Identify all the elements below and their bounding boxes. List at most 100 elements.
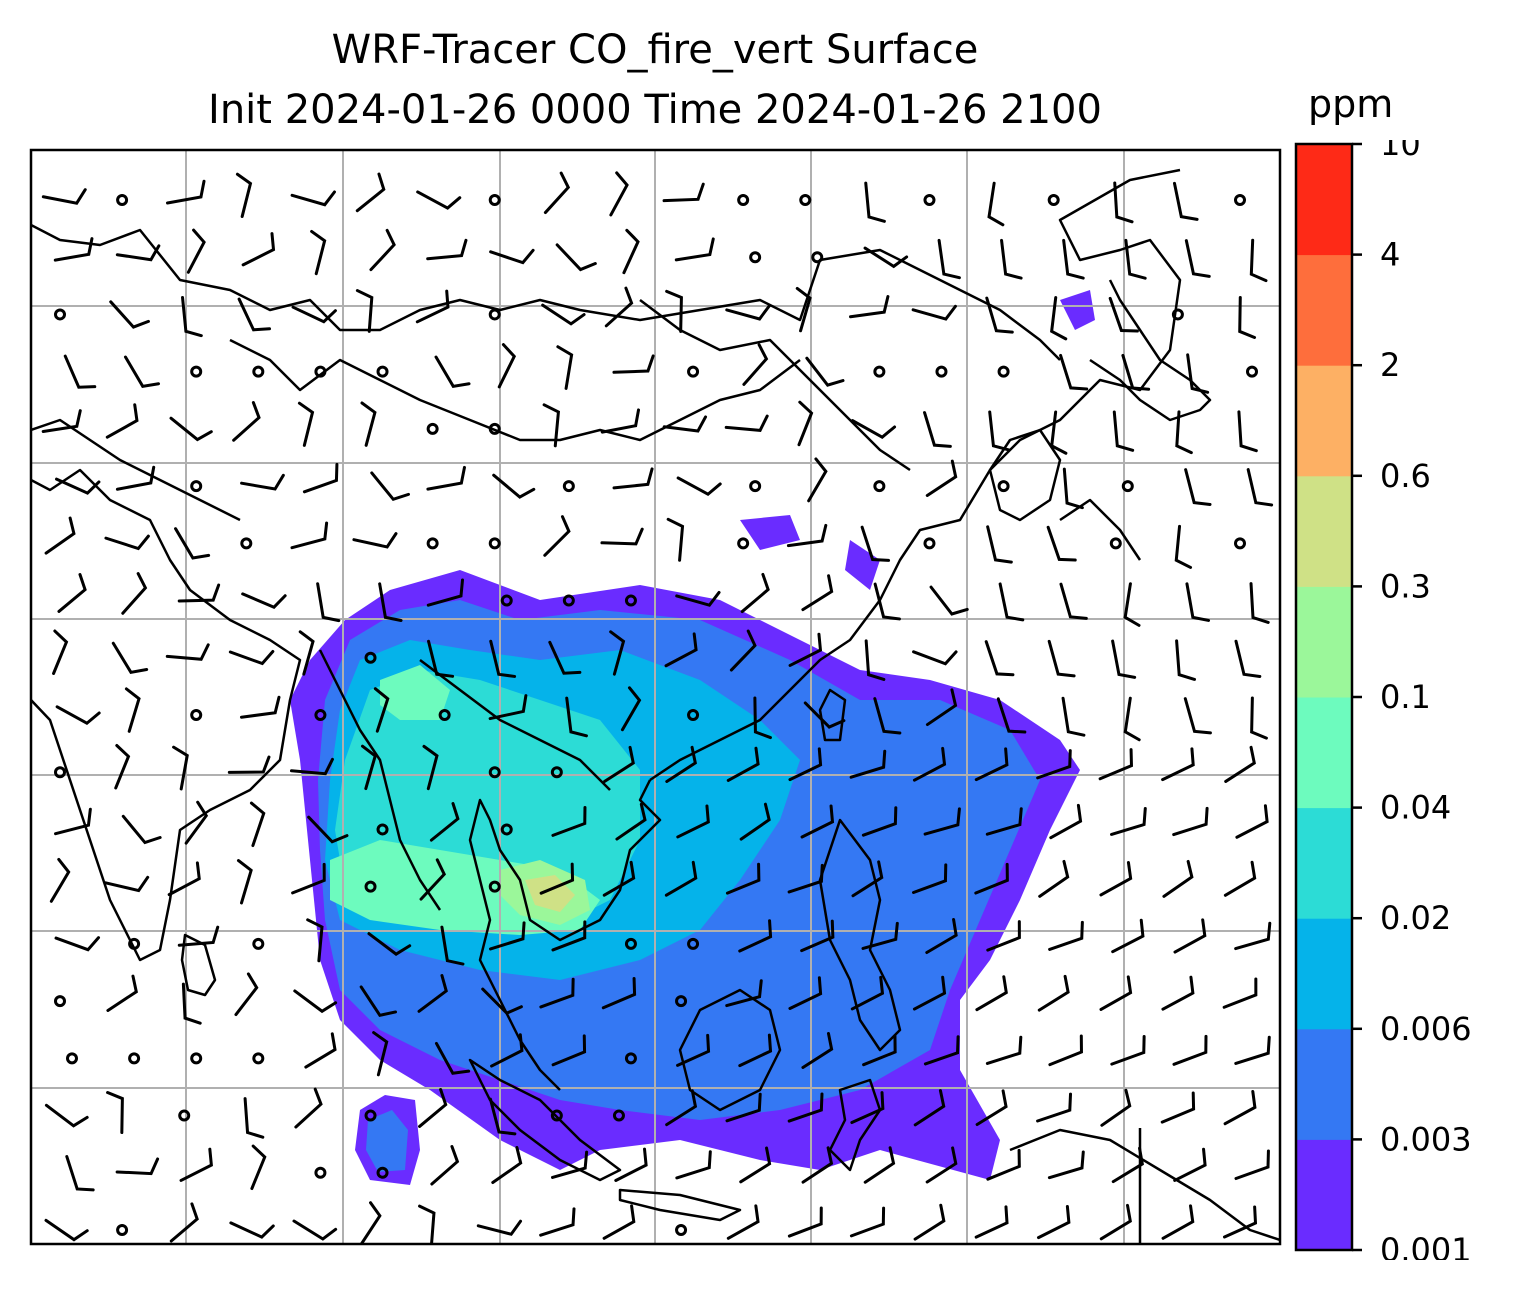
wind-barb <box>912 975 947 1011</box>
calm-wind-marker <box>500 594 513 607</box>
wind-barb <box>1000 238 1023 280</box>
wind-barb <box>434 1041 471 1075</box>
wind-barb <box>169 416 213 442</box>
chart-title-line1: WRF-Tracer CO_fire_vert Surface <box>331 27 979 73</box>
wind-barb <box>232 401 261 442</box>
calm-wind-marker <box>438 709 451 721</box>
wind-barb <box>539 862 575 895</box>
wind-barb <box>551 920 587 952</box>
wind-barb <box>925 917 958 954</box>
wind-barb <box>539 1207 576 1237</box>
wind-barb <box>913 1203 946 1241</box>
colorbar-segment <box>1296 475 1352 587</box>
colorbar-segment <box>1296 586 1352 698</box>
wind-barb <box>53 237 94 262</box>
wind-barb <box>662 182 705 203</box>
calm-wind-marker <box>562 480 575 493</box>
calm-wind-marker <box>190 480 203 493</box>
colorbar-tick-label: 0.1 <box>1380 678 1431 716</box>
colorbar-tick-label: 0.003 <box>1380 1120 1472 1158</box>
wind-barb <box>986 525 1013 564</box>
calm-wind-marker <box>426 537 439 550</box>
colorbar-tick-label: 0.02 <box>1380 899 1451 937</box>
wind-barb <box>1100 1088 1132 1127</box>
wind-barb <box>1111 639 1137 679</box>
wind-barb <box>241 232 276 267</box>
wind-barb <box>998 582 1025 622</box>
wind-barb <box>1160 1091 1196 1124</box>
wind-barb <box>662 415 708 433</box>
wind-barb <box>986 920 1021 952</box>
wind-barb <box>239 695 281 719</box>
wind-barb <box>177 925 220 947</box>
border-laos <box>419 659 611 791</box>
wind-barb <box>674 237 715 262</box>
wind-barb <box>912 863 948 895</box>
wind-barb <box>849 295 890 319</box>
calm-circles <box>54 194 1258 1236</box>
calm-wind-marker <box>190 365 203 378</box>
wind-barb <box>237 297 271 332</box>
wind-barb <box>1223 1205 1258 1239</box>
wind-barb <box>250 1144 267 1191</box>
colorbar-segment <box>1296 254 1352 366</box>
wind-barb <box>1050 296 1068 341</box>
wind-barb <box>169 1202 199 1243</box>
wind-barb <box>801 1146 834 1184</box>
wind-barb <box>1184 239 1211 278</box>
wind-barb <box>725 862 761 895</box>
coast-korea <box>988 428 1062 522</box>
wind-barb <box>666 517 685 562</box>
map-frame <box>29 148 1282 1246</box>
wind-barb <box>417 974 448 1013</box>
colorbar-segment <box>1296 1139 1352 1251</box>
wind-barb <box>1111 1146 1144 1184</box>
calm-wind-marker <box>252 365 265 378</box>
wind-barb <box>1046 525 1077 562</box>
wind-barb <box>805 356 845 387</box>
wind-barb <box>1062 238 1085 280</box>
wind-barb <box>289 757 334 776</box>
coastlines <box>31 168 1280 1244</box>
wind-barb <box>614 1147 648 1182</box>
wind-barb <box>725 1092 762 1123</box>
calm-wind-marker <box>749 480 762 493</box>
coast-china-east <box>649 168 1182 782</box>
wind-barb <box>803 701 846 729</box>
wind-barb <box>925 1146 958 1184</box>
calm-wind-marker <box>811 251 824 264</box>
wind-barb <box>316 582 341 623</box>
field-level-5b <box>380 665 450 720</box>
calm-wind-marker <box>675 1224 688 1236</box>
wind-barb <box>1184 468 1212 506</box>
wind-barb <box>1234 1149 1270 1181</box>
wind-barb <box>1161 975 1195 1011</box>
calm-wind-marker <box>488 308 501 321</box>
calm-wind-marker <box>873 365 886 378</box>
wind-barb <box>851 419 897 439</box>
wind-barb <box>378 582 403 623</box>
wind-barb <box>622 228 640 275</box>
wind-barb <box>541 303 586 326</box>
wind-barb <box>123 355 161 388</box>
wind-barb <box>1235 804 1269 839</box>
wind-barb <box>427 639 455 678</box>
wind-barb <box>1249 238 1268 283</box>
wind-barb <box>1111 918 1145 954</box>
wind-barb <box>55 705 101 726</box>
wind-barb <box>369 228 396 272</box>
wind-barb <box>551 1034 587 1067</box>
coast-indochina <box>468 779 662 1091</box>
wind-barb <box>44 516 76 555</box>
wind-barb <box>787 1206 823 1238</box>
map-panel <box>29 148 1282 1246</box>
calm-wind-marker <box>376 365 389 378</box>
colorbar-segment <box>1296 807 1352 919</box>
calm-wind-marker <box>1234 537 1246 550</box>
border-mongolia <box>639 299 911 472</box>
wind-barb <box>1238 295 1257 339</box>
calm-wind-marker <box>675 995 688 1008</box>
wind-barb <box>849 749 887 779</box>
wind-barb <box>850 1091 885 1125</box>
chart-title-line2: Init 2024-01-26 0000 Time 2024-01-26 210… <box>208 87 1102 133</box>
